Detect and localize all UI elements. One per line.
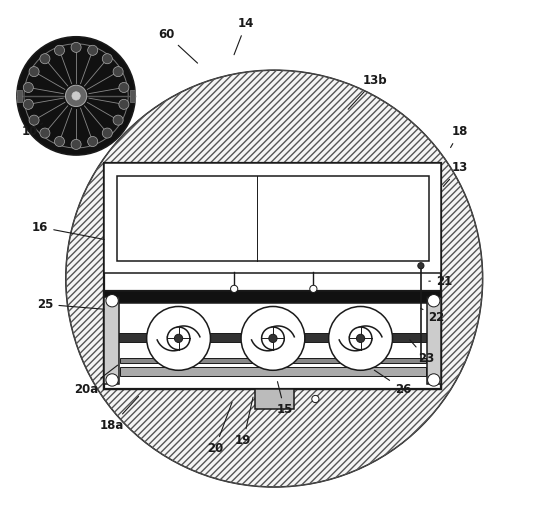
Bar: [17, 90, 22, 102]
Bar: [104, 297, 119, 384]
Circle shape: [241, 307, 305, 370]
Circle shape: [29, 67, 39, 77]
Text: 19: 19: [235, 397, 253, 447]
Circle shape: [312, 395, 319, 402]
Circle shape: [66, 70, 483, 487]
Bar: [120, 367, 426, 376]
Circle shape: [349, 327, 372, 350]
Circle shape: [231, 285, 238, 293]
Bar: [110, 333, 437, 342]
Bar: [104, 292, 441, 389]
Text: 20: 20: [207, 402, 232, 455]
Circle shape: [40, 128, 50, 138]
Circle shape: [102, 54, 112, 64]
Text: 13: 13: [443, 162, 467, 186]
Circle shape: [54, 45, 64, 55]
Circle shape: [427, 295, 440, 307]
Circle shape: [329, 307, 392, 370]
Bar: [120, 358, 426, 363]
Circle shape: [174, 334, 183, 343]
Circle shape: [147, 307, 211, 370]
Text: 18a: 18a: [100, 396, 139, 432]
Bar: [130, 90, 135, 102]
Circle shape: [106, 374, 118, 386]
Bar: [104, 292, 441, 303]
Text: 13b: 13b: [348, 74, 387, 109]
Bar: [427, 297, 441, 384]
Text: 18: 18: [450, 125, 467, 148]
Circle shape: [72, 92, 80, 100]
Text: 14: 14: [234, 18, 254, 55]
Bar: [104, 163, 441, 273]
Circle shape: [427, 374, 440, 386]
Circle shape: [71, 42, 81, 53]
Circle shape: [113, 115, 123, 125]
Text: 22: 22: [421, 308, 445, 324]
Circle shape: [54, 136, 64, 147]
Circle shape: [102, 128, 112, 138]
Text: 16: 16: [32, 221, 104, 239]
Circle shape: [106, 295, 118, 307]
Circle shape: [87, 136, 98, 147]
Text: 60: 60: [158, 28, 198, 63]
Text: 26: 26: [374, 370, 411, 396]
Circle shape: [23, 83, 34, 92]
Bar: [255, 389, 294, 409]
Circle shape: [66, 85, 87, 106]
Text: 15: 15: [276, 382, 293, 416]
Circle shape: [167, 327, 190, 350]
Circle shape: [71, 139, 81, 150]
Circle shape: [17, 37, 135, 155]
Circle shape: [119, 99, 129, 109]
Circle shape: [310, 285, 317, 293]
Text: 10: 10: [22, 123, 43, 138]
Circle shape: [40, 54, 50, 64]
Circle shape: [29, 115, 39, 125]
Bar: [104, 163, 441, 389]
Text: 23: 23: [410, 340, 434, 365]
Circle shape: [269, 334, 277, 343]
Text: 20a: 20a: [74, 365, 118, 396]
Circle shape: [23, 99, 34, 109]
Circle shape: [262, 327, 284, 350]
Circle shape: [418, 263, 424, 269]
Bar: [117, 175, 429, 261]
Circle shape: [87, 45, 98, 55]
Text: 21: 21: [429, 275, 452, 287]
Circle shape: [113, 67, 123, 77]
Circle shape: [357, 334, 365, 343]
Text: 25: 25: [37, 298, 104, 311]
Circle shape: [119, 83, 129, 92]
